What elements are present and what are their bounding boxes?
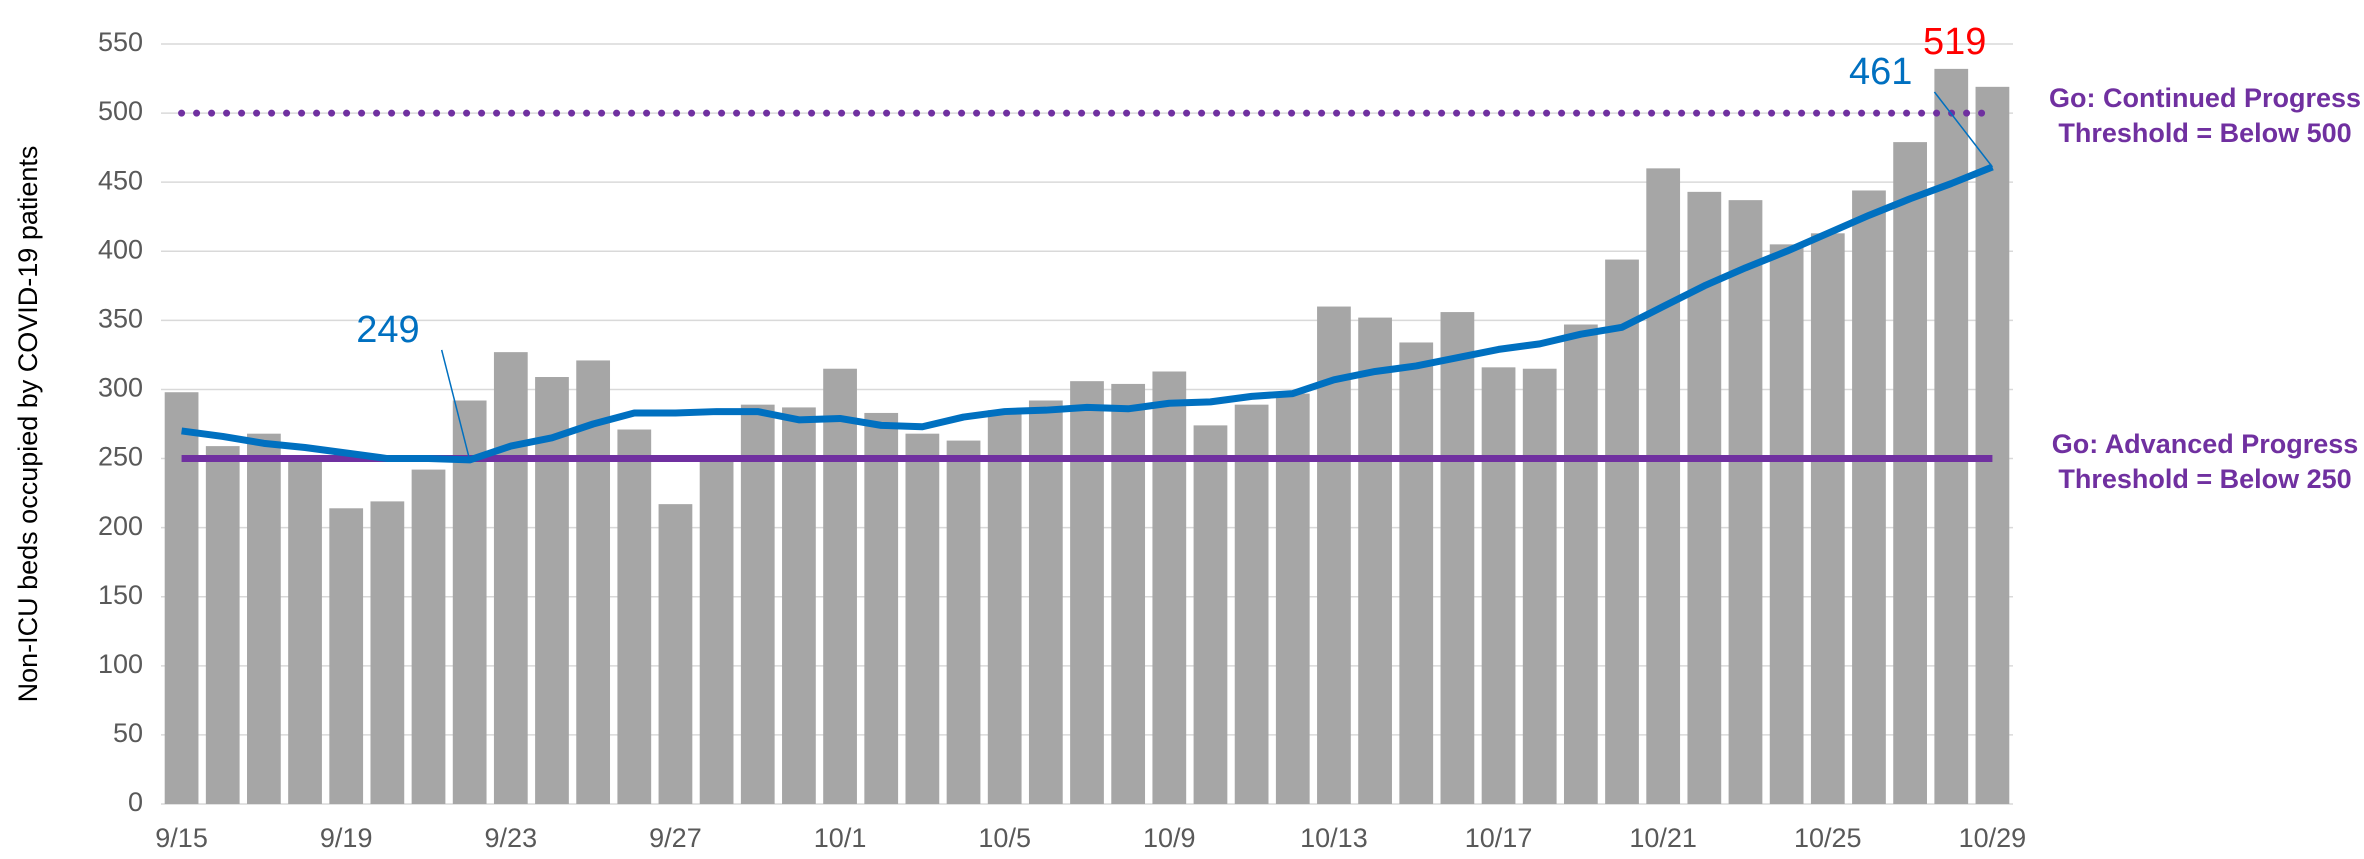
bar: [1810, 233, 1845, 805]
bar: [493, 352, 528, 804]
bar: [699, 458, 734, 804]
x-tick-label: 10/17: [1465, 823, 1533, 853]
x-tick-label: 9/27: [649, 823, 702, 853]
y-tick-label: 450: [98, 165, 143, 195]
x-tick-label: 9/19: [320, 823, 373, 853]
bar: [1481, 367, 1516, 804]
bar: [1563, 324, 1598, 804]
bar: [782, 407, 816, 804]
leader-line: [1933, 91, 1994, 168]
y-tick-label: 500: [98, 96, 143, 126]
x-tick-label: 10/13: [1300, 823, 1368, 853]
x-tick-label: 10/1: [814, 823, 867, 853]
y-tick-label: 350: [98, 303, 143, 333]
bar: [1358, 317, 1392, 804]
bar: [1605, 259, 1639, 805]
y-tick-label: 550: [98, 27, 143, 57]
y-tick-label: 250: [98, 442, 143, 472]
y-tick-label: 50: [113, 718, 143, 748]
bar: [1522, 368, 1557, 804]
bar: [905, 433, 940, 804]
x-tick-label: 10/5: [978, 823, 1031, 853]
bar: [740, 404, 775, 804]
bar: [946, 440, 981, 804]
bar: [576, 360, 611, 804]
bar: [1975, 86, 2010, 804]
bar: [1317, 306, 1351, 804]
bar: [1440, 312, 1475, 804]
x-tick-label: 10/29: [1959, 823, 2027, 853]
bar: [1111, 383, 1146, 804]
line: [181, 163, 1994, 464]
bar: [1769, 244, 1804, 804]
x-tick-label: 10/21: [1629, 823, 1697, 853]
y-axis-title: Non-ICU beds occupied by COVID-19 patien…: [13, 146, 43, 703]
bar: [1893, 142, 1927, 805]
bar: [288, 455, 322, 804]
x-tick-label: 10/9: [1143, 823, 1196, 853]
bar: [864, 412, 899, 804]
bar: [247, 433, 281, 804]
y-tick-label: 400: [98, 234, 143, 264]
y-tick-label: 200: [98, 511, 143, 541]
bar: [411, 469, 446, 804]
y-tick-label: 0: [128, 787, 143, 817]
annotation: 461: [1849, 51, 1912, 93]
bar: [1728, 200, 1763, 805]
y-tick-label: 100: [98, 649, 143, 679]
bar: [1852, 190, 1886, 805]
bar: [987, 410, 1022, 804]
bar: [658, 504, 693, 804]
leader-line: [440, 349, 471, 461]
x-tick-label: 9/23: [485, 823, 538, 853]
bar: [1234, 404, 1269, 804]
bar: [370, 501, 405, 804]
reference-label: Go: Advanced Progress Threshold = Below …: [2051, 428, 2359, 494]
reference-label: Go: Continued Progress Threshold = Below…: [2048, 83, 2362, 149]
bar: [164, 392, 199, 804]
bar: [1193, 425, 1228, 804]
bar: [1646, 168, 1681, 804]
bar: [205, 446, 240, 804]
bar: [1152, 371, 1187, 804]
bar: [1070, 381, 1104, 804]
bar: [535, 377, 569, 804]
bar: [329, 508, 364, 804]
bar: [452, 400, 487, 804]
y-tick-label: 300: [98, 373, 143, 403]
bar: [617, 429, 652, 804]
bar: [1399, 342, 1434, 804]
annotation: 519: [1923, 21, 1986, 63]
x-tick-label: 10/25: [1794, 823, 1862, 853]
annotation: 249: [356, 309, 419, 351]
bar: [1028, 400, 1063, 804]
x-tick-label: 9/15: [155, 823, 208, 853]
y-tick-label: 150: [98, 580, 143, 610]
bar: [823, 368, 857, 804]
